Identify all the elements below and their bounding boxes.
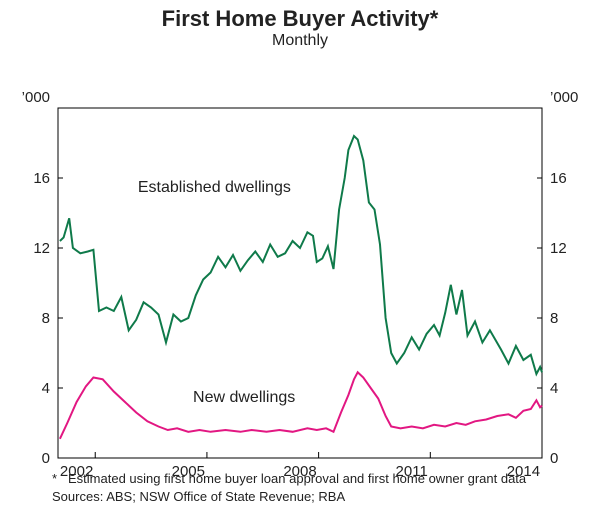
ytick-label-right: 12 bbox=[550, 240, 567, 257]
ytick-label-left: 16 bbox=[33, 170, 50, 187]
ytick-label-right: 16 bbox=[550, 170, 567, 187]
footnote-text: Estimated using first home buyer loan ap… bbox=[68, 471, 526, 486]
sources-text: ABS; NSW Office of State Revenue; RBA bbox=[106, 489, 345, 504]
ytick-label-left: 12 bbox=[33, 240, 50, 257]
chart-svg: 00448812121616’000’000200220052008201120… bbox=[0, 50, 600, 480]
plot-area bbox=[58, 108, 542, 458]
ytick-label-left: 0 bbox=[42, 450, 50, 467]
ytick-label-right: 4 bbox=[550, 380, 558, 397]
chart-container: First Home Buyer Activity* Monthly 0 0 4 4 8… bbox=[0, 0, 600, 511]
chart-title: First Home Buyer Activity* bbox=[0, 0, 600, 32]
ytick-label-left: 4 bbox=[42, 380, 50, 397]
y-unit-left: ’000 bbox=[22, 89, 50, 106]
ytick-label-right: 0 bbox=[550, 450, 558, 467]
ytick-label-left: 8 bbox=[42, 310, 50, 327]
footnote-marker: * bbox=[52, 471, 57, 487]
series-label: New dwellings bbox=[193, 389, 295, 406]
footnote: * Estimated using first home buyer loan … bbox=[52, 471, 552, 487]
sources-label: Sources: bbox=[52, 489, 103, 504]
chart-footer: * Estimated using first home buyer loan … bbox=[52, 471, 552, 506]
ytick-label-right: 8 bbox=[550, 310, 558, 327]
sources: Sources: ABS; NSW Office of State Revenu… bbox=[52, 489, 552, 505]
series-label: Established dwellings bbox=[138, 179, 291, 196]
y-unit-right: ’000 bbox=[550, 89, 578, 106]
chart-subtitle: Monthly bbox=[0, 32, 600, 50]
